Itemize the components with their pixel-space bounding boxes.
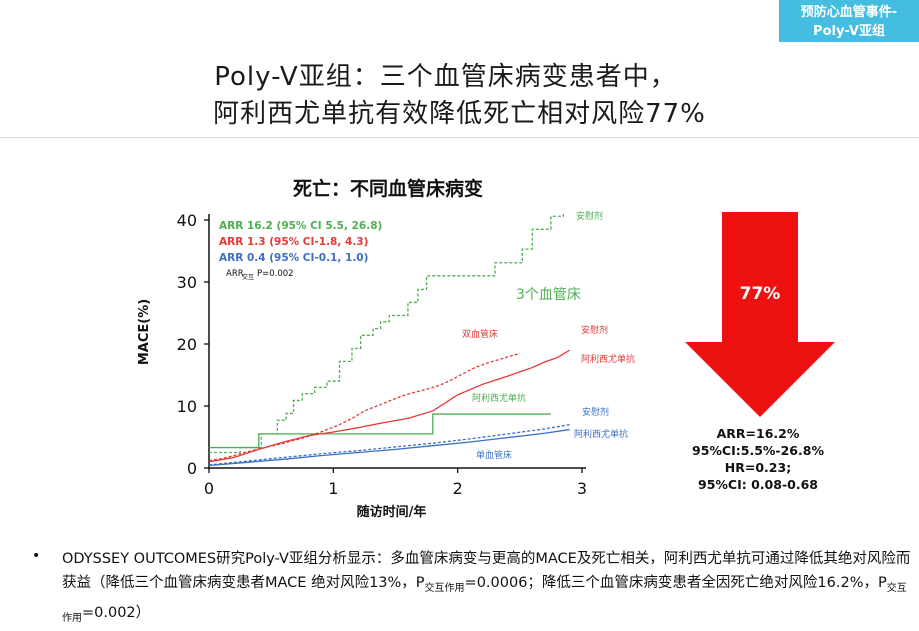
y-tick-label: 30 xyxy=(177,273,197,292)
section-tag: 预防心血管事件- Poly-V亚组 xyxy=(779,0,919,42)
slide-title-line1: Poly-V亚组：三个血管床病变患者中， xyxy=(214,62,677,92)
note-text2: =0.0006；降低三个血管床病变患者全因死亡绝对风险16.2%， xyxy=(464,575,878,591)
note-bullet: • xyxy=(32,548,41,564)
section-tag-line2: Poly-V亚组 xyxy=(813,24,885,39)
stat-hr-ci: 95%CI: 0.08-0.68 xyxy=(698,477,818,492)
chart-title: 死亡：不同血管床病变 xyxy=(293,178,484,200)
stat-ci: 95%CI:5.5%-26.8% xyxy=(692,443,824,458)
note-p2: P xyxy=(878,575,887,591)
section-tag-line1: 预防心血管事件- xyxy=(800,5,898,20)
series-line-2 xyxy=(208,352,521,462)
chart-legend: ARR 16.2 (95% CI 5.5, 26.8) ARR 1.3 (95% … xyxy=(219,220,382,281)
down-arrow-icon xyxy=(685,212,835,417)
x-tick-label: 1 xyxy=(328,479,338,498)
slide-title-line2: 阿利西尤单抗有效降低死亡相对风险77% xyxy=(213,99,706,129)
y-tick-label: 20 xyxy=(177,335,197,354)
x-tick-label: 0 xyxy=(204,479,214,498)
chart-annotation: 阿利西尤单抗 xyxy=(581,353,635,365)
legend-entry: ARR 1.3 (95% CI-1.8, 4.3) xyxy=(219,236,368,248)
chart-annotation: 阿利西尤单抗 xyxy=(472,392,526,404)
y-tick-label: 40 xyxy=(177,211,197,230)
x-tick-label: 3 xyxy=(577,479,587,498)
stat-hr: HR=0.23; xyxy=(724,460,792,475)
chart-series xyxy=(208,213,570,467)
note-text1: ODYSSEY OUTCOMES研究Poly-V亚组分析显示：多血管床病变与更高… xyxy=(62,551,911,591)
stats-block: ARR=16.2% 95%CI:5.5%-26.8% HR=0.23; 95%C… xyxy=(678,425,838,493)
legend-arr-interaction: ARR xyxy=(226,269,244,279)
series-line-5 xyxy=(208,428,570,467)
chart-annotation: 双血管床 xyxy=(462,328,498,340)
arrow-percent: 77% xyxy=(739,284,781,304)
note-p1: P xyxy=(415,575,425,591)
chart-annotation: 安慰剂 xyxy=(576,210,603,222)
y-tick-label: 0 xyxy=(187,459,197,478)
y-axis-label: MACE(%) xyxy=(137,299,152,365)
chart-annotation: 单血管床 xyxy=(476,449,512,461)
x-axis-label: 随访时间/年 xyxy=(357,504,427,520)
note-p1-sub: 交互作用 xyxy=(424,582,465,594)
legend-entry: ARR 0.4 (95% CI-0.1, 1.0) xyxy=(219,252,368,264)
chart-annotation: 3个血管床 xyxy=(516,287,581,303)
note-p2-sub: 交互作用 xyxy=(62,582,907,624)
chart-annotation: 阿利西尤单抗 xyxy=(574,428,628,440)
stat-arr: ARR=16.2% xyxy=(716,426,800,441)
legend-arr-sub: 交互 xyxy=(242,273,254,281)
series-line-3 xyxy=(208,349,570,463)
series-line-1 xyxy=(209,413,551,449)
legend-entry: ARR 16.2 (95% CI 5.5, 26.8) xyxy=(219,220,382,232)
risk-reduction-arrow xyxy=(685,212,835,417)
note-text3: =0.002） xyxy=(82,604,151,621)
series-line-4 xyxy=(208,423,570,466)
title-divider xyxy=(0,137,919,138)
footnote: ODYSSEY OUTCOMES研究Poly-V亚组分析显示：多血管床病变与更高… xyxy=(62,547,912,631)
x-tick-label: 2 xyxy=(453,479,463,498)
y-tick-label: 10 xyxy=(177,397,197,416)
series-line-0 xyxy=(209,213,564,454)
chart-annotation: 安慰剂 xyxy=(581,324,608,336)
chart-annotation: 安慰剂 xyxy=(582,406,609,418)
legend-arr-p: P=0.002 xyxy=(257,269,294,279)
